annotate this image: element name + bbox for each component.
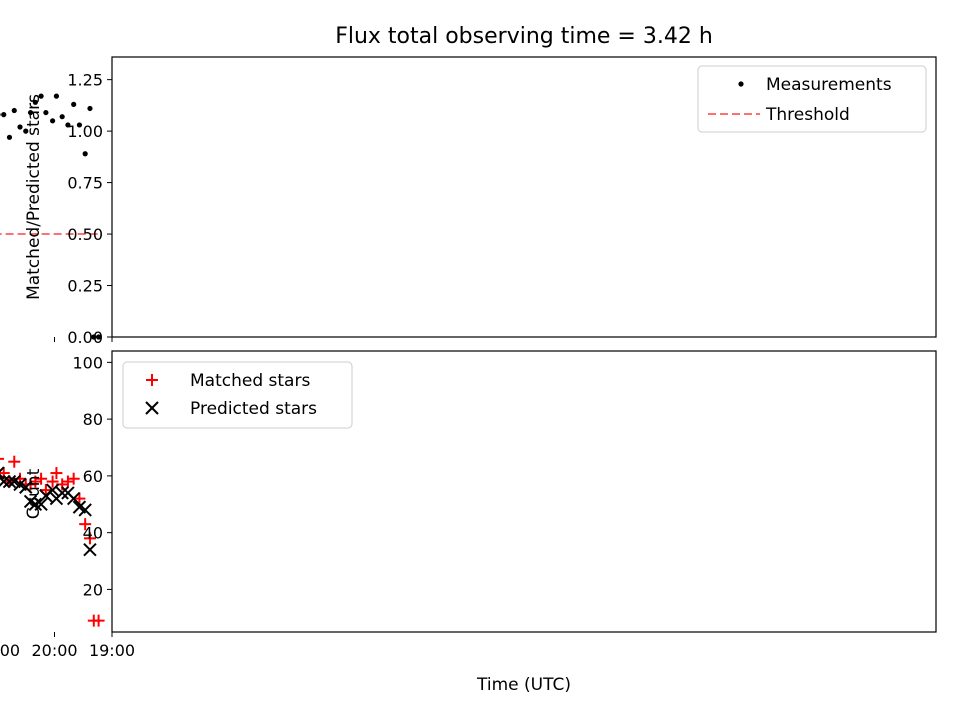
measurement-point bbox=[6, 134, 13, 140]
marker-stroke bbox=[0, 466, 5, 473]
measurement-point bbox=[43, 109, 49, 116]
legend-matched-marker bbox=[146, 374, 158, 386]
measurement-point bbox=[95, 334, 102, 340]
measurement-point bbox=[65, 122, 71, 128]
bottom-legend: Matched stars Predicted stars bbox=[122, 361, 353, 429]
legend-measurements-label: Measurements bbox=[766, 75, 892, 95]
predicted-star-marker bbox=[2, 474, 17, 489]
y-tick-label: 0.25 bbox=[67, 277, 103, 296]
x-axis-label: Time (UTC) bbox=[476, 675, 571, 695]
legend-matched-label: Matched stars bbox=[190, 371, 310, 391]
bottom-legend-box bbox=[122, 361, 353, 429]
predicted-star-marker bbox=[72, 500, 87, 514]
y-tick-label: 100 bbox=[72, 353, 103, 372]
matched-star-marker bbox=[83, 532, 96, 545]
y-tick-label: 80 bbox=[83, 410, 103, 429]
legend-measurements-marker bbox=[738, 81, 744, 87]
measurement-point bbox=[38, 93, 44, 99]
marker-stroke bbox=[83, 542, 97, 557]
x-tick-label: 21:00 bbox=[0, 641, 20, 660]
predicted-star-marker bbox=[34, 497, 48, 511]
legend-predicted-label: Predicted stars bbox=[190, 399, 317, 419]
predicted-star-marker bbox=[0, 466, 5, 480]
marker-stroke bbox=[78, 503, 92, 517]
measurement-point bbox=[59, 114, 65, 120]
top-axes-frame bbox=[111, 56, 937, 338]
y-tick-label: 1.00 bbox=[67, 122, 103, 141]
marker-stroke bbox=[23, 494, 38, 509]
predicted-star-marker bbox=[61, 486, 75, 500]
top-data-marks bbox=[0, 93, 102, 340]
y-tick-label: 0.75 bbox=[67, 174, 103, 193]
marker-stroke bbox=[7, 474, 21, 489]
measurement-point bbox=[32, 99, 38, 105]
marker-stroke bbox=[49, 491, 64, 506]
bottom-data-marks bbox=[0, 455, 105, 627]
marker-stroke bbox=[39, 489, 53, 503]
marker-stroke bbox=[19, 480, 33, 494]
measurement-point bbox=[82, 151, 88, 157]
matched-star-marker bbox=[87, 614, 100, 627]
legend-predicted-marker bbox=[145, 401, 159, 415]
predicted-star-marker bbox=[0, 474, 11, 489]
measurement-point bbox=[91, 334, 97, 340]
measurement-point bbox=[17, 124, 23, 130]
marker-stroke bbox=[28, 497, 43, 511]
y-tick-label: 40 bbox=[83, 524, 103, 543]
measurement-point bbox=[87, 105, 93, 112]
chart-title: Flux total observing time = 3.42 h bbox=[335, 24, 713, 49]
measurement-point bbox=[76, 122, 83, 128]
measurement-point bbox=[27, 109, 34, 116]
measurement-point bbox=[53, 93, 60, 99]
matched-star-marker bbox=[67, 472, 80, 485]
matched-star-marker bbox=[79, 518, 92, 531]
top-axis-ticks: 0.00 0.25 0.50 0.75 1.00 1.25 bbox=[54, 71, 113, 347]
y-tick-label: 0.00 bbox=[67, 328, 103, 347]
bottom-axis-ticks: 19:0020:0021:0022:0023:0000:0001:0002:00… bbox=[0, 353, 135, 660]
marker-stroke bbox=[72, 500, 87, 514]
y-tick-label: 20 bbox=[83, 580, 103, 599]
measurement-point bbox=[11, 107, 17, 114]
marker-stroke bbox=[61, 486, 75, 500]
legend-threshold-label: Threshold bbox=[765, 105, 850, 125]
predicted-star-marker bbox=[23, 494, 38, 509]
bottom-y-axis-label: Count bbox=[24, 468, 44, 519]
matched-star-marker bbox=[73, 492, 86, 505]
marker-stroke bbox=[0, 474, 11, 487]
predicted-star-marker bbox=[39, 489, 53, 503]
measurement-point bbox=[0, 113, 1, 117]
matched-star-marker bbox=[61, 475, 74, 488]
marker-stroke bbox=[0, 473, 5, 480]
matched-star-marker bbox=[50, 467, 63, 480]
top-y-axis-label: Matched/Predicted stars bbox=[24, 94, 44, 300]
measurement-point bbox=[23, 128, 29, 134]
marker-stroke bbox=[13, 477, 27, 492]
predicted-star-marker bbox=[49, 491, 64, 506]
marker-stroke bbox=[34, 497, 48, 511]
matched-star-marker bbox=[35, 472, 48, 485]
top-panel: 0.00 0.25 0.50 0.75 1.00 1.25 Matched/Predict… bbox=[0, 56, 937, 347]
bottom-panel: 19:0020:0021:0022:0023:0000:0001:0002:00… bbox=[0, 350, 937, 695]
top-legend: Measurements Threshold bbox=[697, 65, 927, 133]
matched-star-marker bbox=[39, 484, 52, 497]
measurement-point bbox=[49, 118, 56, 124]
y-tick-label: 60 bbox=[83, 467, 103, 486]
measurement-point bbox=[1, 112, 7, 118]
y-tick-label: 0.50 bbox=[67, 225, 103, 244]
predicted-star-marker bbox=[83, 542, 97, 557]
matched-star-marker bbox=[0, 457, 4, 460]
matched-star-marker bbox=[46, 475, 59, 488]
matched-star-marker bbox=[8, 455, 21, 468]
x-tick-label: 19:00 bbox=[89, 641, 135, 660]
top-legend-box bbox=[697, 65, 927, 133]
bottom-axes-frame bbox=[111, 350, 937, 633]
x-tick-label: 20:00 bbox=[31, 641, 77, 660]
predicted-star-marker bbox=[7, 474, 21, 489]
y-tick-label: 1.25 bbox=[67, 71, 103, 90]
marker-stroke bbox=[2, 474, 17, 489]
measurement-point bbox=[71, 101, 77, 107]
